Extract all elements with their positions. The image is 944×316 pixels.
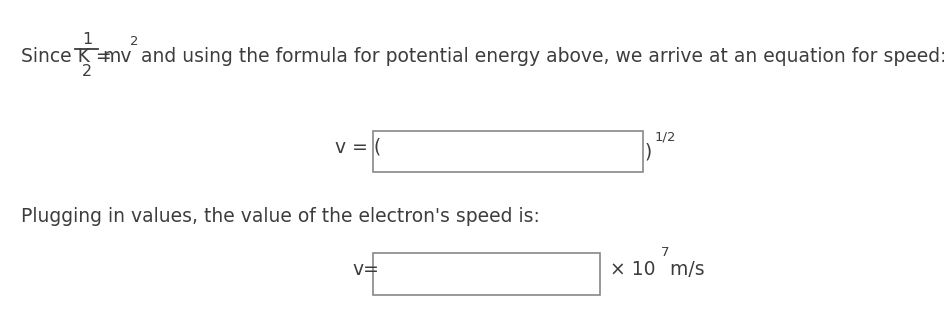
FancyBboxPatch shape xyxy=(373,253,599,295)
Text: 2: 2 xyxy=(82,64,92,79)
Text: m/s: m/s xyxy=(664,260,704,279)
Text: Since K =: Since K = xyxy=(21,47,117,66)
Text: 7: 7 xyxy=(660,246,668,259)
Text: Plugging in values, the value of the electron's speed is:: Plugging in values, the value of the ele… xyxy=(21,207,539,226)
Text: 1/2: 1/2 xyxy=(654,131,676,144)
Text: mv: mv xyxy=(102,47,131,66)
Text: v=: v= xyxy=(352,260,379,279)
Text: × 10: × 10 xyxy=(610,260,655,279)
Text: 1: 1 xyxy=(82,32,92,47)
Text: v = (: v = ( xyxy=(335,137,381,156)
Text: 2: 2 xyxy=(130,34,139,48)
FancyBboxPatch shape xyxy=(373,131,642,172)
Text: and using the formula for potential energy above, we arrive at an equation for s: and using the formula for potential ener… xyxy=(135,47,944,66)
Text: ): ) xyxy=(644,142,651,161)
